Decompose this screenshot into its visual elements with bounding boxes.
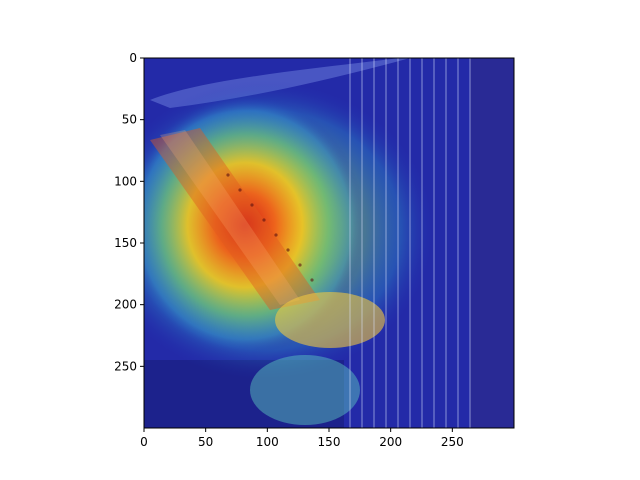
y-tick-label: 0 [129, 51, 137, 65]
y-tick-label: 250 [114, 359, 137, 373]
x-tick-label: 200 [379, 435, 402, 449]
x-tick-label: 250 [441, 435, 464, 449]
heatmap-image [144, 58, 514, 428]
y-tick-label: 50 [122, 113, 137, 127]
y-tick-label: 100 [114, 174, 137, 188]
y-tick-label: 200 [114, 298, 137, 312]
x-axis: 0 50 100 150 200 250 [140, 428, 464, 449]
x-tick-label: 0 [140, 435, 148, 449]
y-tick-label: 150 [114, 236, 137, 250]
x-tick-label: 100 [256, 435, 279, 449]
x-tick-label: 50 [198, 435, 213, 449]
y-axis: 0 50 100 150 200 250 [114, 51, 144, 373]
x-tick-label: 150 [318, 435, 341, 449]
